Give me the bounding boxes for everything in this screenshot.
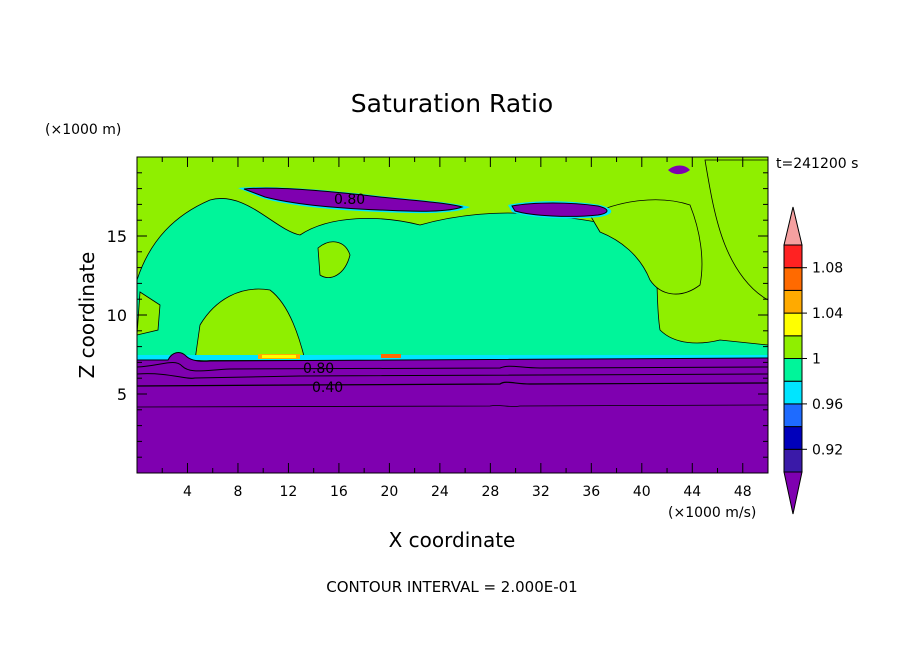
- upper-dry-lens: [243, 187, 464, 212]
- dry-pocket: [194, 288, 306, 361]
- x-tick-label: 16: [330, 484, 348, 500]
- dry-pocket: [317, 241, 351, 279]
- dry-pocket: [589, 199, 703, 295]
- colorbar-bin: [783, 312, 803, 337]
- colorbar-bin: [783, 448, 803, 473]
- colorbar-bin: [783, 403, 803, 428]
- colorbar: 0.92 0.96 1 1.04 1.08: [783, 206, 843, 515]
- colorbar-bin: [783, 380, 803, 405]
- colorbar-bin: [783, 244, 803, 269]
- cloud-base-edge: [137, 355, 768, 360]
- x-tick-label: 8: [233, 484, 242, 500]
- x-tick-label: 44: [683, 484, 701, 500]
- x-axis-title: X coordinate: [389, 528, 516, 552]
- x-tick-label: 20: [380, 484, 398, 500]
- x-tick-label: 40: [633, 484, 651, 500]
- contour-interval-note: CONTOUR INTERVAL = 2.000E-01: [326, 578, 577, 596]
- colorbar-bin: [783, 358, 803, 382]
- colorbar-label: 0.96: [812, 397, 843, 413]
- y-axis: 5 10 15: [107, 172, 768, 458]
- x-tick-label: 32: [532, 484, 550, 500]
- y-unit-label: (×1000 m): [45, 122, 121, 138]
- lower-dry-layer: [137, 352, 768, 473]
- colorbar-label: 0.92: [812, 442, 843, 458]
- colorbar-bin: [783, 426, 803, 450]
- y-tick-label: 15: [107, 227, 127, 246]
- upper-dry-lens: [511, 202, 608, 217]
- colorbar-label: 1.08: [812, 261, 843, 277]
- x-tick-label: 24: [431, 484, 449, 500]
- upper-dry-lens: [668, 165, 690, 175]
- contour-line: [137, 381, 768, 387]
- colorbar-bin: [783, 335, 803, 359]
- cloud-base-edge: [381, 354, 401, 358]
- colorbar-max-arrow: [783, 206, 803, 246]
- chart-title: Saturation Ratio: [351, 89, 553, 118]
- x-tick-label: 28: [481, 484, 499, 500]
- moist-band: [137, 198, 768, 363]
- x-unit-label: (×1000 m/s): [668, 505, 756, 521]
- colorbar-bin: [783, 267, 803, 291]
- cloud-base-edge: [262, 355, 296, 358]
- contour-line: [137, 373, 768, 379]
- colorbar-label: 1: [812, 352, 821, 368]
- dry-pocket: [704, 159, 768, 301]
- x-tick-label: 36: [582, 484, 600, 500]
- colorbar-bin: [783, 289, 803, 314]
- contour-line: [137, 362, 768, 372]
- contour-label: 0.80: [334, 192, 365, 208]
- x-axis: 4 8 12 16 20 24 28 32 36 40 44 48: [161, 157, 752, 500]
- contour-label: 0.40: [312, 380, 343, 396]
- x-tick-label: 4: [183, 484, 192, 500]
- colorbar-min-arrow: [783, 471, 803, 515]
- y-tick-label: 10: [107, 306, 127, 325]
- y-tick-label: 5: [117, 385, 127, 404]
- x-tick-label: 12: [280, 484, 298, 500]
- contour-label: 0.80: [303, 361, 334, 377]
- dry-pocket: [137, 291, 161, 336]
- y-axis-title: Z coordinate: [75, 252, 99, 379]
- contour-line: [137, 404, 768, 408]
- time-label: t=241200 s: [776, 156, 858, 172]
- colorbar-label: 1.04: [812, 306, 843, 322]
- x-tick-label: 48: [734, 484, 752, 500]
- contour-field: [137, 157, 768, 473]
